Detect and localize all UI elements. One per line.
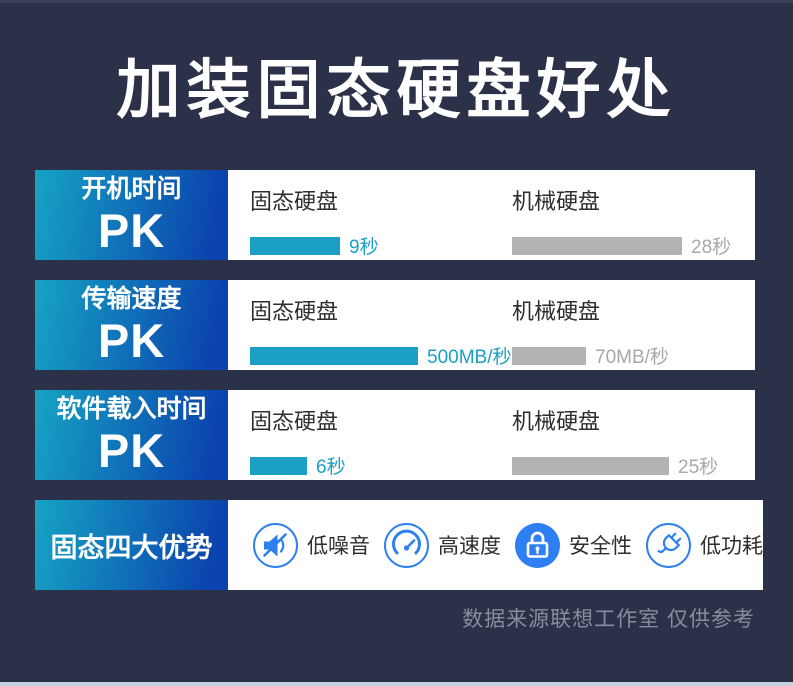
ssd-label: 固态硬盘 xyxy=(250,189,339,214)
pk-panel: 软件载入时间 PK xyxy=(35,390,228,480)
advantage-label: 安全性 xyxy=(569,535,632,558)
pk-label: PK xyxy=(97,203,166,257)
hdd-label: 机械硬盘 xyxy=(512,189,601,214)
ssd-bar xyxy=(250,346,418,365)
ssd-value: 6秒 xyxy=(316,457,346,478)
ssd-bar xyxy=(250,236,340,255)
hdd-value: 70MB/秒 xyxy=(595,347,669,368)
hdd-bar-row: 28秒 xyxy=(512,232,755,259)
pk-metric-label: 开机时间 xyxy=(81,175,182,204)
pk-metric-label: 软件载入时间 xyxy=(56,395,207,424)
advantages-panel: 固态四大优势 xyxy=(35,500,228,590)
hdd-column: 机械硬盘 70MB/秒 xyxy=(512,292,755,370)
ssd-column: 固态硬盘 6秒 xyxy=(250,402,512,480)
advantages-row: 固态四大优势 低噪音 xyxy=(35,500,763,590)
pk-panel: 开机时间 PK xyxy=(35,170,228,260)
hdd-bar xyxy=(512,236,682,255)
pk-label: PK xyxy=(97,423,166,477)
ssd-column: 固态硬盘 500MB/秒 xyxy=(250,292,512,370)
mute-speaker-icon xyxy=(252,522,299,569)
comparison-panel: 固态硬盘 6秒 机械硬盘 25秒 xyxy=(228,390,755,480)
ssd-bar xyxy=(250,456,307,475)
hdd-label: 机械硬盘 xyxy=(512,409,601,434)
advantage-label: 高速度 xyxy=(438,535,501,558)
pk-panel: 传输速度 PK xyxy=(35,280,228,370)
pk-label: PK xyxy=(97,313,166,367)
hdd-label: 机械硬盘 xyxy=(512,299,601,324)
hdd-value: 28秒 xyxy=(691,237,732,258)
advantage-item-high-speed: 高速度 xyxy=(383,522,501,569)
advantage-label: 低噪音 xyxy=(307,535,370,558)
hdd-bar xyxy=(512,346,586,365)
hdd-bar-row: 70MB/秒 xyxy=(512,342,755,369)
comparison-panel: 固态硬盘 500MB/秒 机械硬盘 70MB/秒 xyxy=(228,280,755,370)
footer-note: 数据来源联想工作室 仅供参考 xyxy=(462,608,755,631)
ssd-label: 固态硬盘 xyxy=(250,409,339,434)
hdd-column: 机械硬盘 25秒 xyxy=(512,402,755,480)
advantage-item-security: 安全性 xyxy=(514,522,632,569)
hdd-bar xyxy=(512,456,669,475)
ssd-label: 固态硬盘 xyxy=(250,299,339,324)
ssd-column: 固态硬盘 9秒 xyxy=(250,182,512,260)
advantage-item-low-noise: 低噪音 xyxy=(252,522,370,569)
comparison-row-boot-time: 开机时间 PK 固态硬盘 9秒 机械硬盘 28秒 xyxy=(35,170,755,260)
hdd-value: 25秒 xyxy=(678,457,719,478)
ssd-value: 500MB/秒 xyxy=(427,347,512,368)
ssd-value: 9秒 xyxy=(349,237,379,258)
ssd-bar-row: 9秒 xyxy=(250,232,512,259)
comparison-panel: 固态硬盘 9秒 机械硬盘 28秒 xyxy=(228,170,755,260)
comparison-rows: 开机时间 PK 固态硬盘 9秒 机械硬盘 28秒 传输速度 xyxy=(35,170,763,590)
bottom-edge-strip xyxy=(0,682,793,686)
advantage-label: 低功耗 xyxy=(700,535,763,558)
comparison-row-software-load-time: 软件载入时间 PK 固态硬盘 6秒 机械硬盘 25秒 xyxy=(35,390,755,480)
hdd-bar-row: 25秒 xyxy=(512,452,755,479)
top-edge-strip xyxy=(0,0,793,3)
plug-icon xyxy=(645,522,692,569)
ssd-bar-row: 500MB/秒 xyxy=(250,342,512,369)
ssd-bar-row: 6秒 xyxy=(250,452,512,479)
lock-icon xyxy=(514,522,561,569)
hdd-column: 机械硬盘 28秒 xyxy=(512,182,755,260)
page-title: 加装固态硬盘好处 xyxy=(116,54,677,126)
comparison-row-transfer-speed: 传输速度 PK 固态硬盘 500MB/秒 机械硬盘 70MB/秒 xyxy=(35,280,755,370)
pk-metric-label: 传输速度 xyxy=(81,285,182,314)
advantage-item-low-power: 低功耗 xyxy=(645,522,763,569)
speedometer-icon xyxy=(383,522,430,569)
advantages-list: 低噪音 高速度 xyxy=(228,500,763,590)
